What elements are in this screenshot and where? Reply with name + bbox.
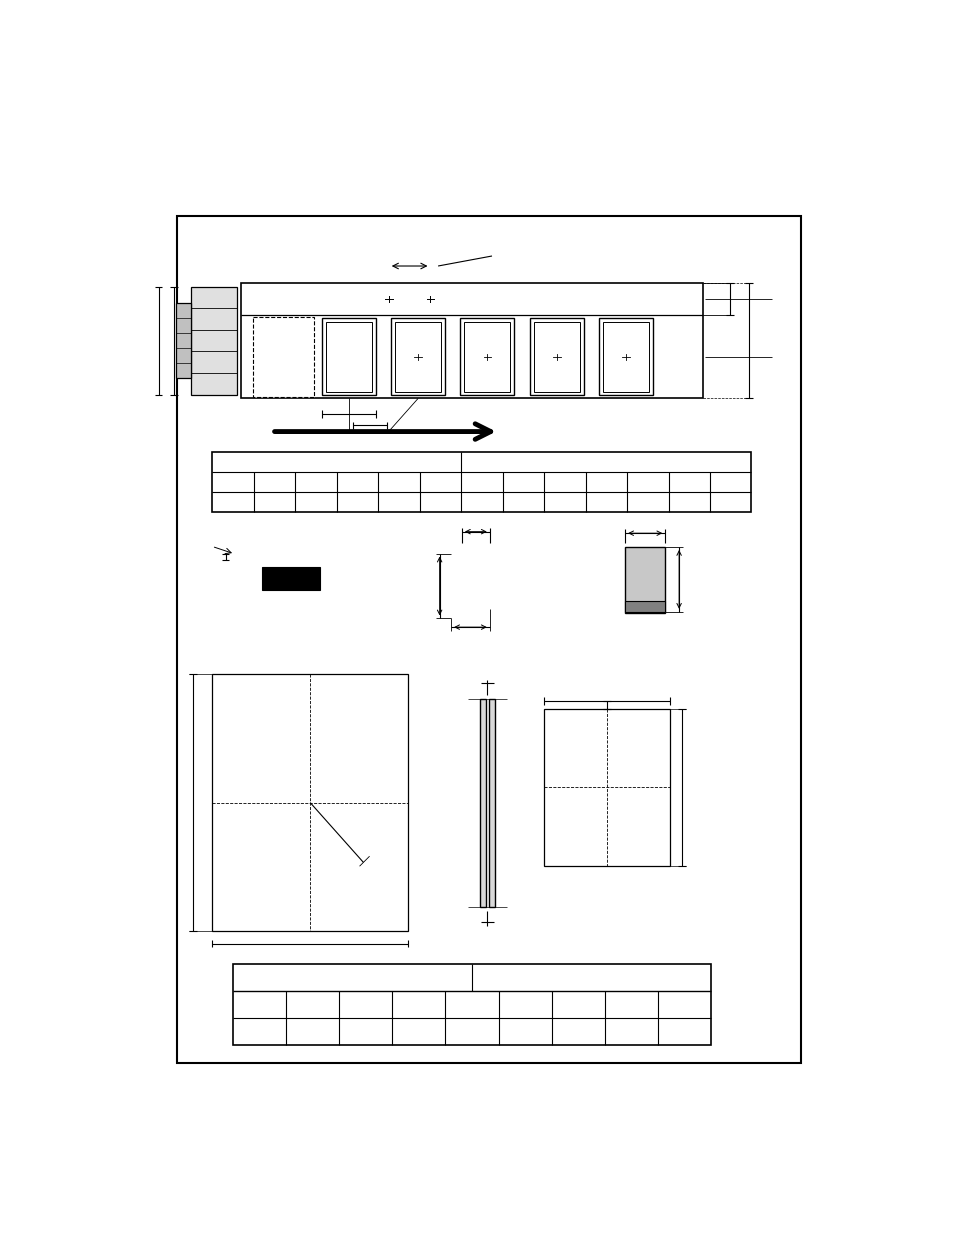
Bar [191,287,237,395]
Bar [261,567,320,590]
Ellipse shape [307,799,313,806]
Bar [602,322,648,391]
Bar [543,709,669,866]
Ellipse shape [620,353,631,361]
Polygon shape [285,695,335,776]
Ellipse shape [413,353,423,361]
Ellipse shape [552,718,659,857]
Ellipse shape [336,293,356,305]
Bar [391,319,444,395]
Ellipse shape [586,293,606,305]
Ellipse shape [461,293,481,305]
Ellipse shape [341,352,356,362]
Bar [598,319,652,395]
Polygon shape [610,789,636,816]
Polygon shape [233,810,295,883]
Bar [325,322,372,391]
Bar [533,322,579,391]
Bar [177,216,800,1063]
Bar [395,322,440,391]
Ellipse shape [378,293,398,305]
Ellipse shape [420,293,440,305]
Ellipse shape [253,293,274,305]
Ellipse shape [481,353,493,361]
Ellipse shape [293,779,327,826]
Bar [479,699,485,906]
Ellipse shape [295,293,315,305]
Ellipse shape [604,785,608,789]
Ellipse shape [544,293,564,305]
Bar [213,452,751,513]
Polygon shape [234,555,347,608]
Bar [464,322,510,391]
Polygon shape [596,750,617,779]
Polygon shape [461,545,489,614]
Bar [253,317,314,396]
Polygon shape [577,789,602,816]
Polygon shape [451,550,461,619]
Bar [321,319,375,395]
Ellipse shape [221,683,398,923]
Bar [213,674,408,931]
Bar [624,601,664,611]
Bar [241,283,702,399]
Bar [175,303,191,378]
Ellipse shape [274,351,292,363]
Bar [460,319,514,395]
Bar [624,547,664,613]
Polygon shape [324,810,388,883]
Bar [488,699,495,906]
Ellipse shape [601,782,611,793]
Bar [529,319,583,395]
Ellipse shape [628,293,648,305]
Bar [233,965,710,1045]
Ellipse shape [669,293,689,305]
Ellipse shape [503,293,523,305]
Ellipse shape [551,353,561,361]
